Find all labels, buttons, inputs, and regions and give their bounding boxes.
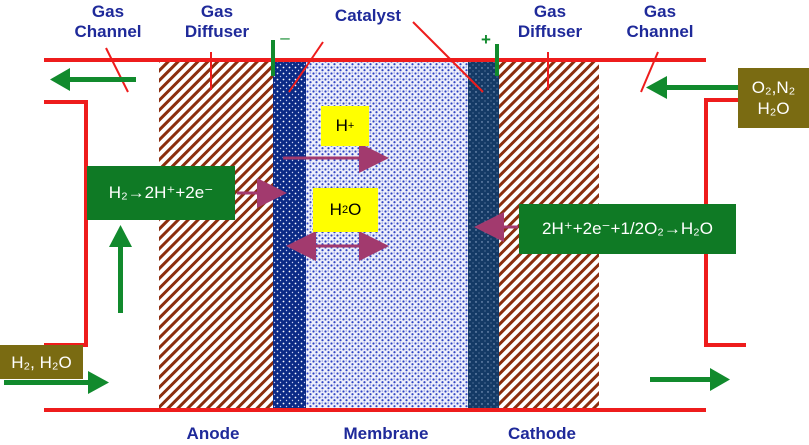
reaction-arrows	[237, 143, 518, 261]
channel-frame	[44, 58, 746, 412]
anode-inlet-box: H₂, H₂O	[0, 345, 83, 379]
anode-label: Anode	[186, 424, 240, 443]
gas-diffuser-right-label: Gas Diffuser	[505, 2, 595, 42]
gas-channel-left-line2: Channel	[74, 22, 142, 41]
gas-channel-right-label: Gas Channel	[612, 2, 708, 42]
minus-sign: –	[280, 28, 290, 47]
gas-diffuser-right-line1: Gas	[533, 2, 567, 21]
gas-diffuser-left-label: Gas Diffuser	[172, 2, 262, 42]
gas-channel-right-line1: Gas	[643, 2, 677, 21]
membrane-label: Membrane	[343, 424, 429, 443]
gas-diffuser-right-line2: Diffuser	[517, 22, 583, 41]
gas-diffuser-left-line2: Diffuser	[184, 22, 250, 41]
cathode-reaction-box: 2H⁺+2e⁻+1/2O₂→H₂O	[519, 204, 736, 254]
cathode-label: Cathode	[508, 424, 576, 443]
proton-symbol: H	[335, 116, 348, 135]
gas-channel-left-label: Gas Channel	[60, 2, 156, 42]
anode-gas-diffuser	[159, 60, 273, 410]
gas-channel-right-line2: Channel	[626, 22, 694, 41]
water-subscript: 2	[341, 204, 349, 216]
water-o: O	[348, 200, 362, 219]
water-h: H	[329, 200, 342, 219]
plus-sign: +	[481, 30, 491, 49]
proton-box: H +	[321, 106, 369, 146]
catalyst-label: Catalyst	[334, 6, 402, 25]
leader-lines	[105, 21, 659, 93]
anode-reaction-box: H₂→2H⁺+2e⁻	[87, 166, 235, 220]
cathode-inlet-line2: H₂O	[757, 99, 790, 118]
proton-charge: +	[347, 120, 355, 132]
anode-catalyst-layer	[273, 60, 306, 410]
gas-flow-arrows	[4, 68, 744, 394]
cathode-catalyst-layer	[468, 60, 499, 410]
cathode-inlet-box: O₂,N₂ H₂O	[738, 68, 809, 128]
cathode-inlet-line1: O₂,N₂	[751, 78, 796, 97]
gas-diffuser-left-line1: Gas	[200, 2, 234, 21]
gas-channel-left-line1: Gas	[91, 2, 125, 21]
